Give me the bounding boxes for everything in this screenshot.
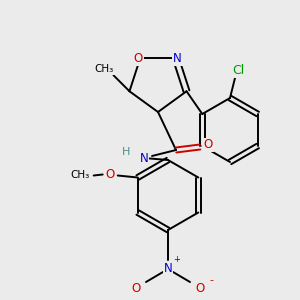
Text: O: O: [195, 281, 205, 295]
Text: CH₃: CH₃: [70, 170, 89, 181]
Text: -: -: [209, 275, 213, 285]
Text: +: +: [174, 254, 180, 263]
Text: O: O: [105, 168, 114, 181]
Text: H: H: [122, 147, 130, 157]
Text: O: O: [131, 281, 141, 295]
Text: O: O: [203, 139, 213, 152]
Text: CH₃: CH₃: [95, 64, 114, 74]
Text: N: N: [164, 262, 172, 275]
Text: O: O: [134, 52, 143, 65]
Text: N: N: [173, 52, 182, 65]
Text: Cl: Cl: [232, 64, 244, 76]
Text: N: N: [140, 152, 148, 164]
